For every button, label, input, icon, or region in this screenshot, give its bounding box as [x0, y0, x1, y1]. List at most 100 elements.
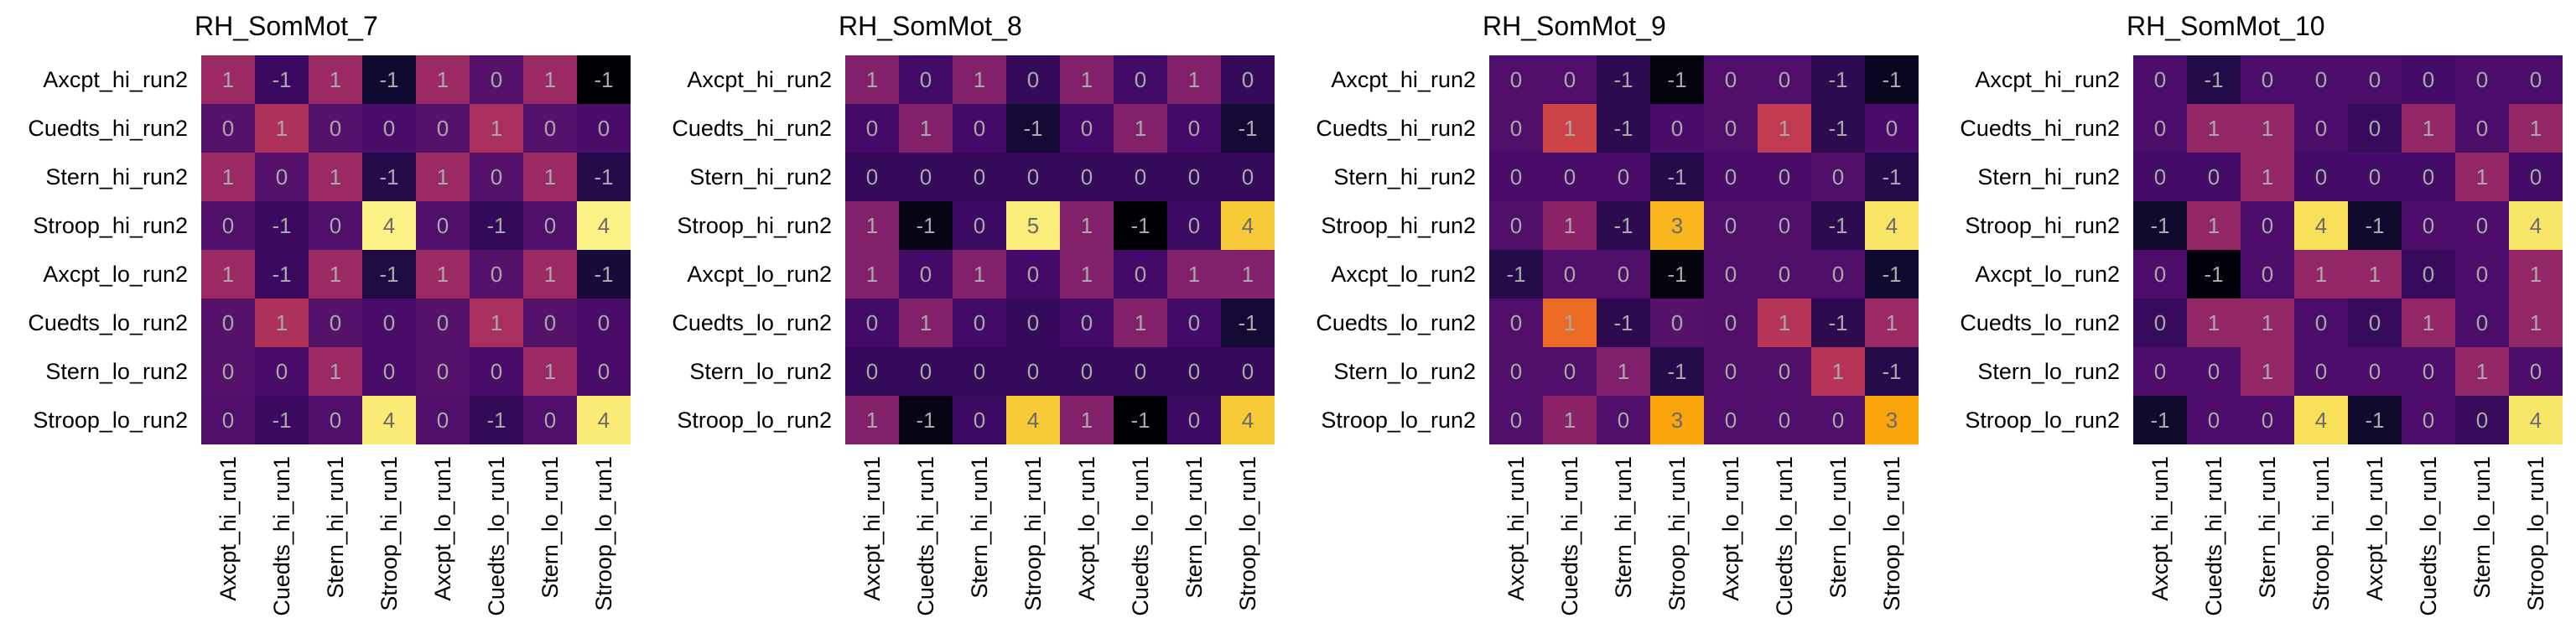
- heatmap-cell: [1758, 396, 1811, 444]
- row-tick-label: Cuedts_hi_run2: [28, 116, 188, 141]
- heatmap-cell: [1811, 299, 1865, 347]
- heatmap-cell: [2187, 153, 2241, 201]
- cell-value-label: 0: [491, 164, 502, 190]
- row-tick-label: Stern_lo_run2: [1333, 359, 1476, 384]
- cell-value-label: 0: [2262, 213, 2273, 238]
- heatmap-cell: [309, 55, 362, 104]
- column-tick-label: Stroop_lo_run1: [1879, 456, 1904, 611]
- cell-value-label: 4: [598, 213, 610, 238]
- heatmap-cell: [362, 55, 416, 104]
- column-tick-label: Axcpt_lo_run1: [1718, 456, 1743, 601]
- heatmap-cell: [470, 299, 523, 347]
- heatmap-panel: RH_SomMot_9 0 0 -1 -1 0 0 -1 -1 0 1 -1 0 0 1 -1 0 0 0 0 -1 0 0…: [1288, 0, 1932, 644]
- panel-title: RH_SomMot_8: [839, 11, 1022, 41]
- column-tick-label: Stern_hi_run1: [323, 456, 348, 599]
- cell-value-label: 0: [866, 310, 878, 335]
- cell-value-label: 0: [1242, 164, 1254, 190]
- cell-value-label: 0: [222, 408, 234, 433]
- cell-value-label: 0: [1188, 116, 1200, 141]
- heatmap-cell: [1543, 396, 1597, 444]
- cell-value-label: 0: [2369, 67, 2381, 92]
- heatmap-cell: [2241, 201, 2294, 250]
- cell-value-label: -1: [1023, 116, 1042, 141]
- cell-value-label: 0: [1188, 213, 1200, 238]
- heatmap-cell: [577, 396, 631, 444]
- cell-value-label: 0: [1564, 359, 1576, 384]
- cell-value-label: 1: [1564, 116, 1576, 141]
- heatmap-cell: [2402, 396, 2455, 444]
- heatmap-cell: [309, 153, 362, 201]
- cell-value-label: 0: [974, 359, 985, 384]
- cell-value-label: 0: [330, 213, 341, 238]
- cell-value-label: 1: [1188, 262, 1200, 287]
- cell-value-label: 1: [544, 164, 556, 190]
- cell-value-label: -1: [594, 67, 613, 92]
- heatmap-cell: [201, 250, 255, 299]
- heatmap-cell: [309, 396, 362, 444]
- heatmap-cell: [899, 250, 953, 299]
- cell-value-label: 1: [1081, 262, 1093, 287]
- heatmap-cell: [1489, 250, 1543, 299]
- cell-value-label: 0: [437, 408, 449, 433]
- heatmap-cell: [1811, 104, 1865, 153]
- heatmap-cell: [953, 55, 1006, 104]
- cell-value-label: 0: [2423, 262, 2434, 287]
- heatmap-cell: [953, 396, 1006, 444]
- heatmap-cell: [470, 153, 523, 201]
- cell-value-label: 0: [2423, 359, 2434, 384]
- cell-value-label: 0: [1188, 164, 1200, 190]
- cell-value-label: 0: [1779, 262, 1790, 287]
- cell-value-label: 0: [276, 164, 288, 190]
- heatmap-cell: [1167, 104, 1221, 153]
- heatmap-cell: [1060, 347, 1114, 396]
- row-tick-label: Stroop_lo_run2: [1965, 408, 2120, 433]
- heatmap-svg: RH_SomMot_7 1 -1 1 -1 1 0 1 -1 0 1 0 0 0 1 0 0 1 0 1 -1 1 0 1 -1…: [28, 11, 631, 616]
- heatmap-cell: [201, 299, 255, 347]
- cell-value-label: 0: [1725, 213, 1737, 238]
- cell-value-label: 0: [2369, 164, 2381, 190]
- cell-value-label: -1: [2204, 262, 2223, 287]
- cell-value-label: 0: [1725, 116, 1737, 141]
- heatmap-cell: [2455, 104, 2509, 153]
- heatmap-cell: [1167, 55, 1221, 104]
- cell-value-label: 1: [330, 164, 341, 190]
- heatmap-cell: [2348, 55, 2402, 104]
- cell-value-label: 1: [1188, 67, 1200, 92]
- cell-value-label: 0: [1027, 262, 1039, 287]
- heatmap-cell: [2294, 299, 2348, 347]
- cell-value-label: 0: [2154, 359, 2166, 384]
- heatmap-cell: [1543, 104, 1597, 153]
- heatmap-cell: [1006, 396, 1060, 444]
- cell-value-label: 1: [866, 408, 878, 433]
- cell-value-label: 0: [2315, 67, 2327, 92]
- cell-value-label: -1: [1828, 310, 1847, 335]
- heatmap-cell: [362, 153, 416, 201]
- heatmap-cell: [362, 250, 416, 299]
- cell-value-label: 0: [974, 408, 985, 433]
- cell-value-label: 1: [2262, 164, 2273, 190]
- heatmap-cell: [201, 396, 255, 444]
- cell-value-label: 0: [2423, 67, 2434, 92]
- heatmap-cell: [1221, 104, 1275, 153]
- cell-value-label: 1: [2530, 310, 2542, 335]
- heatmap-cell: [2133, 153, 2187, 201]
- cell-value-label: 1: [920, 116, 932, 141]
- cell-value-label: 4: [383, 408, 395, 433]
- heatmap-cell: [1167, 299, 1221, 347]
- cell-value-label: 4: [1242, 213, 1254, 238]
- heatmap-panel: RH_SomMot_10 0 -1 0 0 0 0 0 0 0 1 1 0 0 1 0 1 0 0 1 0 0 0 1 0 -1 1…: [1932, 0, 2576, 644]
- heatmap-cell: [309, 104, 362, 153]
- cell-value-label: 0: [1725, 262, 1737, 287]
- heatmap-cell: [1597, 55, 1650, 104]
- cell-value-label: 1: [2262, 359, 2273, 384]
- heatmap-cell: [2402, 299, 2455, 347]
- heatmap-cell: [1704, 299, 1758, 347]
- row-tick-label: Stern_hi_run2: [45, 164, 188, 190]
- cell-value-label: 1: [222, 67, 234, 92]
- cell-value-label: -1: [1667, 262, 1686, 287]
- cell-value-label: 1: [2262, 310, 2273, 335]
- cell-value-label: 1: [1242, 262, 1254, 287]
- heatmap-cell: [1758, 55, 1811, 104]
- cell-value-label: 0: [2315, 310, 2327, 335]
- cell-value-label: 0: [1725, 359, 1737, 384]
